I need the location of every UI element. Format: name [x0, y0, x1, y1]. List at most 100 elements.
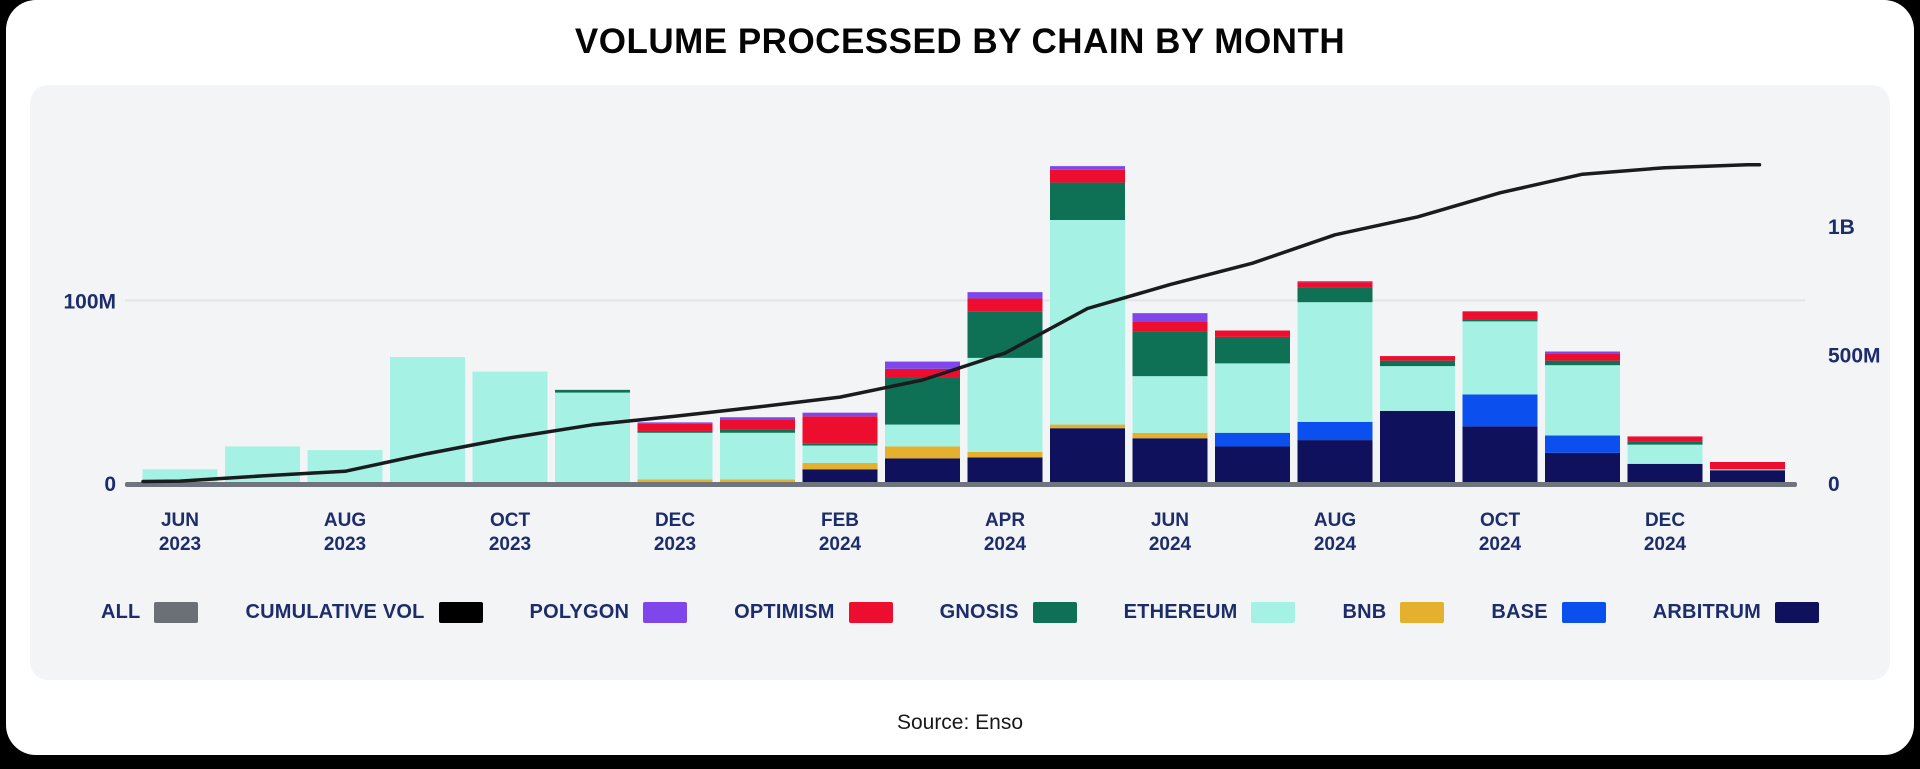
svg-text:DEC: DEC [655, 510, 695, 531]
bar-segment-base-oct-2024 [1462, 394, 1538, 427]
bar-segment-ethereum-jul-2024 [1215, 363, 1290, 433]
bar-segment-gnosis-sep-2024 [1380, 360, 1455, 367]
bar-segment-gnosis-jun-2024 [1132, 331, 1208, 377]
bar-segment-arbitrum-jun-2024 [1132, 438, 1208, 483]
volume-by-chain-chart: 0 100M 0 500M 1B JUN 2023 AUG 2023 OCT 2023 DEC 2023… [63, 162, 1881, 555]
x-axis-baseline [125, 482, 1797, 487]
legend-swatch-ethereum [1251, 602, 1296, 623]
x-axis-label-dec-2024: DEC 2024 [1644, 510, 1687, 555]
svg-text:AUG: AUG [324, 510, 366, 531]
legend-label: OPTIMISM [734, 601, 835, 623]
bar-segment-bnb-apr-2024 [967, 451, 1043, 458]
bar-segment-arbitrum-oct-2024 [1462, 426, 1538, 483]
legend-label: BNB [1342, 601, 1387, 623]
legend-item-cumulative-vol[interactable]: CUMULATIVE VOL [245, 601, 483, 624]
bar-segment-polygon-jun-2024 [1132, 313, 1208, 322]
bar-segment-gnosis-may-2024 [1050, 182, 1125, 221]
bar-segment-ethereum-nov-2024 [1545, 365, 1620, 436]
legend-item-optimism[interactable]: OPTIMISM [734, 601, 893, 624]
bar-segment-base-jul-2024 [1215, 432, 1290, 447]
bar-segment-ethereum-oct-2024 [1462, 321, 1538, 395]
bar-segment-ethereum-feb-2024 [802, 445, 878, 463]
svg-text:2024: 2024 [819, 534, 862, 555]
legend-swatch-gnosis [1032, 602, 1077, 623]
bar-segment-ethereum-oct-2023 [472, 371, 548, 483]
svg-text:2024: 2024 [1644, 534, 1687, 555]
legend-item-base[interactable]: BASE [1491, 601, 1606, 624]
legend-item-gnosis[interactable]: GNOSIS [940, 601, 1077, 624]
x-axis-label-oct-2024: OCT 2024 [1479, 510, 1522, 555]
bar-segment-ethereum-dec-2024 [1627, 444, 1703, 464]
bar-segment-bnb-mar-2024 [885, 446, 960, 459]
bar-segment-arbitrum-nov-2024 [1545, 452, 1620, 483]
legend-item-ethereum[interactable]: ETHEREUM [1124, 601, 1296, 624]
legend-swatch-all [154, 602, 199, 623]
svg-text:2024: 2024 [1479, 534, 1522, 555]
x-axis-label-dec-2023: DEC 2023 [654, 510, 696, 555]
bar-segment-ethereum-sep-2023 [390, 356, 465, 483]
bar-segment-polygon-feb-2024 [802, 412, 878, 417]
bar-segment-ethereum-mar-2024 [885, 424, 960, 447]
legend-label: CUMULATIVE VOL [245, 601, 425, 623]
bar-segment-arbitrum-aug-2024 [1297, 440, 1373, 483]
svg-text:OCT: OCT [490, 510, 531, 531]
legend-label: BASE [1491, 601, 1548, 623]
bar-segment-optimism-may-2024 [1050, 169, 1125, 183]
svg-text:2023: 2023 [489, 534, 531, 555]
bar-segment-arbitrum-sep-2024 [1380, 410, 1455, 483]
bar-segment-gnosis-dec-2024 [1627, 441, 1703, 445]
bar-segment-arbitrum-may-2024 [1050, 428, 1125, 483]
bar-segment-bnb-jun-2024 [1132, 432, 1208, 439]
legend-swatch-base [1561, 602, 1606, 623]
bar-segment-ethereum-sep-2024 [1380, 366, 1455, 411]
bar-segment-optimism-dec-2023 [637, 423, 713, 431]
legend-label: GNOSIS [939, 601, 1019, 623]
svg-text:DEC: DEC [1645, 510, 1685, 531]
source-caption: Source: Enso [896, 711, 1024, 734]
x-axis-label-apr-2024: APR 2024 [984, 510, 1027, 555]
right-axis-tick-0: 0 [1828, 473, 1840, 496]
bar-segment-ethereum-jun-2024 [1132, 376, 1208, 433]
legend-label: ARBITRUM [1652, 601, 1762, 623]
bar-segment-gnosis-nov-2023 [555, 389, 630, 393]
legend-item-all[interactable]: ALL [100, 601, 199, 624]
bar-segment-polygon-aug-2024 [1297, 281, 1373, 283]
bar-segment-polygon-apr-2024 [967, 292, 1043, 299]
bar-segment-gnosis-apr-2024 [967, 311, 1043, 358]
bar-segment-optimism-apr-2024 [967, 298, 1043, 312]
bar-segment-polygon-dec-2023 [637, 422, 713, 424]
bar-segment-bnb-feb-2024 [802, 462, 878, 470]
bar-segment-arbitrum-jul-2024 [1215, 446, 1290, 483]
x-axis-label-aug-2024: AUG 2024 [1314, 510, 1357, 555]
svg-text:2024: 2024 [984, 534, 1027, 555]
bar-segment-bnb-dec-2023 [637, 479, 713, 483]
x-axis-label-jun-2023: JUN 2023 [159, 510, 201, 555]
legend-label: POLYGON [529, 601, 630, 623]
legend-swatch-cumulative-vol [438, 602, 483, 623]
legend-label: ETHEREUM [1123, 601, 1238, 623]
bar-segment-polygon-may-2024 [1050, 166, 1125, 170]
svg-text:JUN: JUN [161, 510, 199, 531]
bar-segment-optimism-aug-2024 [1297, 282, 1373, 288]
bar-segment-gnosis-dec-2023 [637, 430, 713, 433]
svg-text:2023: 2023 [654, 534, 696, 555]
bar-segment-polygon-jan-2024 [720, 417, 795, 420]
legend-item-bnb[interactable]: BNB [1342, 601, 1445, 624]
x-axis-label-oct-2023: OCT 2023 [489, 510, 531, 555]
legend-label: ALL [100, 601, 141, 623]
chart-panel: 0 100M 0 500M 1B JUN 2023 AUG 2023 OCT 2023 DEC 2023… [30, 85, 1890, 680]
bar-segment-gnosis-oct-2024 [1462, 319, 1538, 322]
legend-item-polygon[interactable]: POLYGON [530, 601, 688, 624]
bar-segment-ethereum-aug-2024 [1297, 302, 1373, 422]
svg-text:AUG: AUG [1314, 510, 1356, 531]
bar-segment-arbitrum-apr-2024 [967, 457, 1043, 483]
bar-segment-ethereum-jan-2024 [720, 432, 795, 480]
bar-segment-optimism-jan-2025 [1710, 461, 1785, 470]
right-axis-tick-500M: 500M [1828, 344, 1881, 367]
cumulative-volume-line [141, 162, 1762, 484]
legend-item-arbitrum[interactable]: ARBITRUM [1652, 601, 1820, 624]
bar-segment-optimism-jun-2024 [1132, 321, 1208, 332]
x-axis-label-feb-2024: FEB 2024 [819, 510, 862, 555]
bar-segment-optimism-oct-2024 [1462, 311, 1538, 320]
